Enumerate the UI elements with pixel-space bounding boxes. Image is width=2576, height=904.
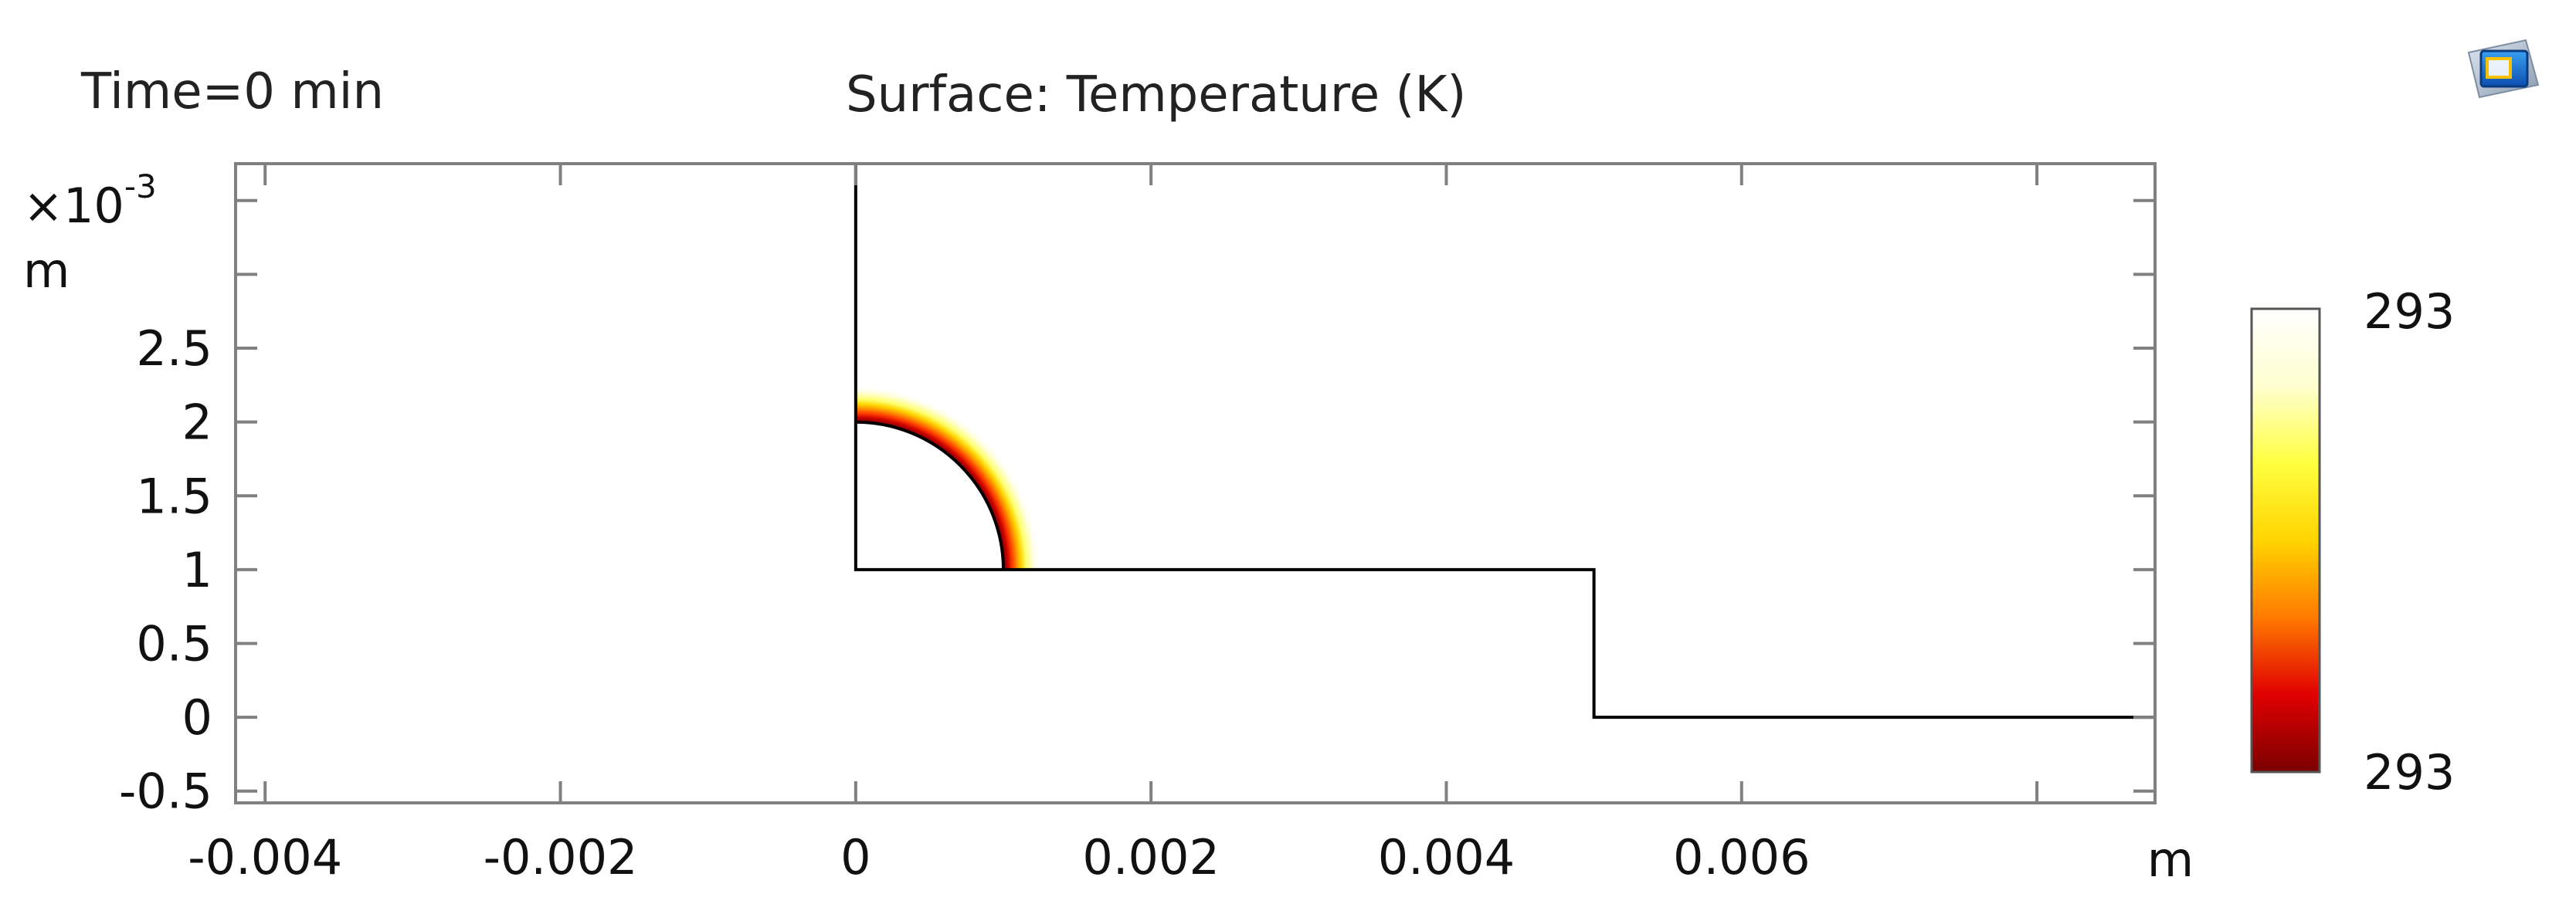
x-axis-label: m bbox=[2147, 831, 2194, 888]
x-tick-label: 0.004 bbox=[1378, 829, 1515, 885]
colorbar-ramp bbox=[2250, 307, 2321, 774]
hole-boundary bbox=[855, 420, 1005, 570]
y-scale-exponent: -3 bbox=[124, 168, 157, 205]
temperature-field bbox=[855, 384, 1040, 570]
x-tick-label: 0.006 bbox=[1673, 829, 1811, 885]
time-label: Time=0 min bbox=[81, 63, 384, 120]
y-axis-label: m bbox=[23, 242, 70, 299]
comsol-logo-icon bbox=[2467, 39, 2540, 99]
y-scale-factor: ×10-3 bbox=[23, 168, 157, 234]
x-tick-label: 0 bbox=[840, 829, 871, 885]
colorbar-min-label: 293 bbox=[2364, 744, 2455, 801]
y-tick-label: 0 bbox=[182, 689, 212, 746]
x-tick-label: -0.004 bbox=[188, 829, 342, 885]
y-tick-label: 0.5 bbox=[136, 615, 212, 672]
colorbar-max-label: 293 bbox=[2364, 283, 2455, 340]
x-tick-label: -0.002 bbox=[484, 829, 638, 885]
axes bbox=[234, 162, 2157, 804]
y-tick-label: 1 bbox=[182, 542, 212, 598]
domain-boundary bbox=[854, 164, 2155, 719]
y-tick-label: -0.5 bbox=[119, 763, 212, 820]
x-tick-label: 0.002 bbox=[1082, 829, 1220, 885]
y-tick-label: 2.5 bbox=[136, 320, 212, 377]
colorbar: 293 293 bbox=[2250, 283, 2455, 801]
domain-outline bbox=[854, 164, 2155, 719]
y-tick-label: 1.5 bbox=[136, 468, 212, 524]
axes-frame bbox=[234, 162, 2157, 804]
tick-labels: -0.004 -0.002 0 0.002 0.004 0.006 -0.5 0 0.5 1 1.5… bbox=[23, 168, 2194, 888]
hole-interior bbox=[855, 422, 1003, 570]
plot-title: Surface: Temperature (K) bbox=[846, 66, 1467, 124]
y-tick-label: 2 bbox=[182, 394, 212, 451]
